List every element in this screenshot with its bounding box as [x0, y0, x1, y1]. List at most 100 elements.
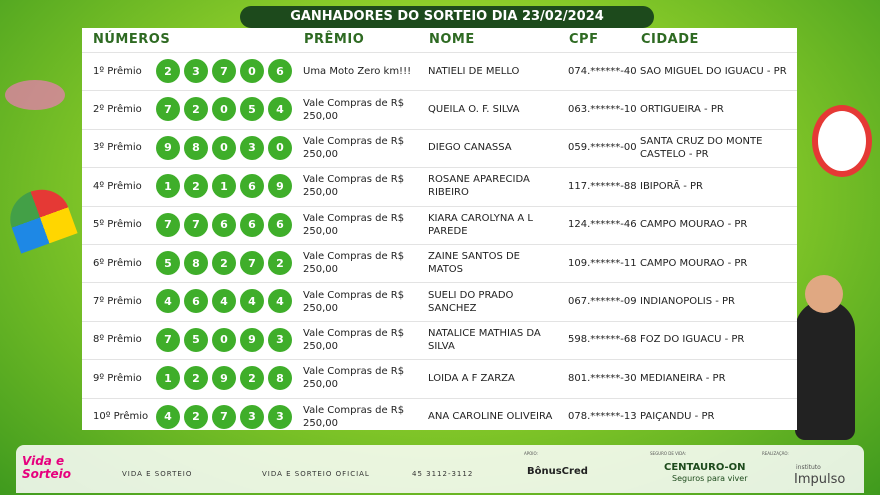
- row-divider: [82, 282, 797, 284]
- footer: [16, 445, 864, 493]
- number-ball: 6: [212, 212, 236, 237]
- prize: Vale Compras de R$ 250,00: [303, 251, 405, 276]
- number-ball: 3: [240, 135, 264, 160]
- winner-name: SUELI DO PRADO SANCHEZ: [428, 289, 514, 314]
- row-divider: [82, 128, 797, 130]
- organizer-small: instituto: [796, 464, 821, 471]
- number-ball: 6: [240, 212, 264, 237]
- number-ball: 0: [212, 135, 236, 160]
- number-ball: 3: [184, 59, 208, 83]
- number-ball: 2: [212, 251, 236, 275]
- person-head: [805, 275, 843, 313]
- winner-name: ROSANE APARECIDA RIBEIRO: [428, 174, 530, 199]
- column-header: NÚMEROS: [93, 32, 171, 47]
- row-divider: [82, 359, 797, 361]
- prize-label: 1º Prêmio: [93, 65, 142, 77]
- number-ball: 0: [240, 59, 264, 83]
- number-ball: 2: [184, 366, 208, 391]
- brand: Vida e Sorteio: [22, 454, 72, 481]
- winner-name: LOIDA A F ZARZA: [428, 372, 515, 384]
- prize: Vale Compras de R$ 250,00: [303, 404, 405, 429]
- number-ball: 5: [156, 251, 180, 275]
- number-ball: 4: [240, 289, 264, 314]
- number-ball: 5: [184, 327, 208, 352]
- prize: Vale Compras de R$ 250,00: [303, 97, 405, 122]
- cpf: 801.******-30: [568, 372, 637, 384]
- number-ball: 6: [268, 59, 292, 83]
- umbrella: [2, 181, 78, 254]
- tambourine: [812, 105, 872, 177]
- prize: Vale Compras de R$ 250,00: [303, 135, 405, 160]
- city: SANTA CRUZ DO MONTE CASTELO - PR: [640, 135, 763, 160]
- cpf: 074.******-40: [568, 65, 637, 77]
- city: MEDIANEIRA - PR: [640, 372, 726, 384]
- number-ball: 5: [240, 97, 264, 122]
- cpf: 124.******-46: [568, 219, 637, 231]
- prize: Uma Moto Zero km!!!: [303, 65, 412, 77]
- number-ball: 8: [184, 251, 208, 275]
- number-ball: 6: [268, 212, 292, 237]
- prize-label: 5º Prêmio: [93, 219, 142, 231]
- number-ball: 0: [212, 97, 236, 122]
- prize-label: 3º Prêmio: [93, 142, 142, 154]
- prize-label: 7º Prêmio: [93, 296, 142, 308]
- city: IBIPORÃ - PR: [640, 180, 703, 192]
- cpf: 117.******-88: [568, 180, 637, 192]
- row-divider: [82, 167, 797, 169]
- social: VIDA E SORTEIO: [122, 470, 193, 478]
- row-divider: [82, 320, 797, 322]
- number-ball: 2: [184, 97, 208, 122]
- number-ball: 6: [184, 289, 208, 314]
- number-ball: 7: [240, 251, 264, 275]
- prize: Vale Compras de R$ 250,00: [303, 212, 405, 237]
- winner-name: ZAINE SANTOS DE MATOS: [428, 251, 520, 276]
- winner-name: ANA CAROLINE OLIVEIRA: [428, 411, 553, 423]
- winner-name: NATALICE MATHIAS DA SILVA: [428, 327, 541, 352]
- city: PAIÇANDU - PR: [640, 411, 715, 423]
- prize-label: 8º Prêmio: [93, 334, 142, 346]
- number-ball: 7: [156, 327, 180, 352]
- insurance-label: SEGURO DE VIDA:: [650, 451, 687, 456]
- number-ball: 7: [212, 59, 236, 83]
- number-ball: 2: [240, 366, 264, 391]
- instagram: VIDA E SORTEIO OFICIAL: [262, 470, 370, 478]
- winner-name: QUEILA O. F. SILVA: [428, 104, 520, 116]
- number-ball: 9: [156, 135, 180, 160]
- support: BônusCred: [527, 466, 588, 477]
- prize-label: 6º Prêmio: [93, 257, 142, 269]
- city: ORTIGUEIRA - PR: [640, 104, 724, 116]
- number-ball: 3: [268, 327, 292, 352]
- city: CAMPO MOURAO - PR: [640, 257, 748, 269]
- prize: Vale Compras de R$ 250,00: [303, 327, 405, 352]
- cpf: 109.******-11: [568, 257, 637, 269]
- number-ball: 1: [156, 174, 180, 199]
- number-ball: 0: [212, 327, 236, 352]
- city: FOZ DO IGUACU - PR: [640, 334, 745, 346]
- phone: 45 3112-3112: [412, 470, 474, 478]
- number-ball: 7: [156, 97, 180, 122]
- city: CAMPO MOURAO - PR: [640, 219, 748, 231]
- organizer-label: REALIZAÇÃO:: [762, 451, 789, 456]
- number-ball: 7: [184, 212, 208, 237]
- number-ball: 9: [212, 366, 236, 391]
- insurance: CENTAURO-ON: [664, 462, 746, 473]
- number-ball: 3: [240, 404, 264, 429]
- winner-name: NATIELI DE MELLO: [428, 65, 520, 77]
- cpf: 078.******-13: [568, 411, 637, 423]
- insurance-tagline: Seguros para viver: [672, 474, 748, 483]
- cpf: 598.******-68: [568, 334, 637, 346]
- row-divider: [82, 52, 797, 53]
- person: [795, 300, 855, 440]
- row-divider: [82, 244, 797, 245]
- prize-label: 4º Prêmio: [93, 180, 142, 192]
- decoration: [5, 80, 65, 110]
- prize-label: 2º Prêmio: [93, 104, 142, 116]
- number-ball: 7: [156, 212, 180, 237]
- number-ball: 7: [212, 404, 236, 429]
- city: INDIANOPOLIS - PR: [640, 296, 735, 308]
- number-ball: 0: [268, 135, 292, 160]
- column-header: CIDADE: [641, 32, 699, 47]
- number-ball: 4: [156, 404, 180, 429]
- row-divider: [82, 90, 797, 92]
